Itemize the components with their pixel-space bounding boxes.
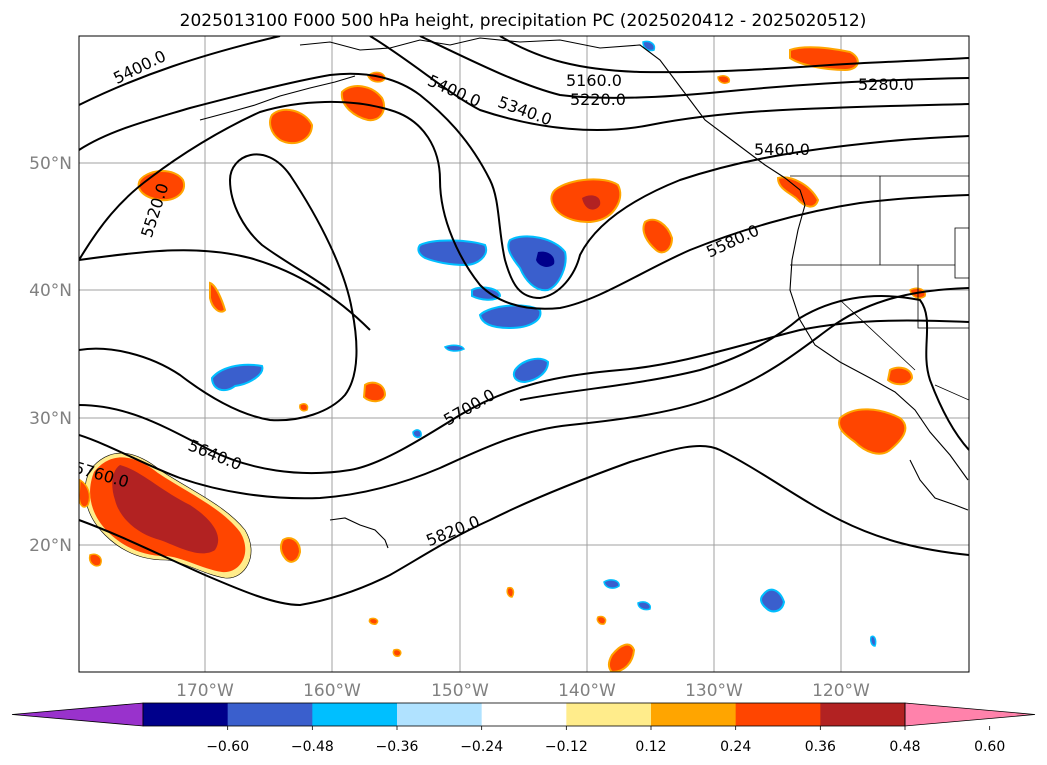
colorbar-segment (566, 703, 652, 726)
contour-line (79, 319, 969, 475)
lat-label-20n: 20°N (29, 536, 72, 556)
contour-label: 5280.0 (858, 75, 914, 94)
precip-blob-negative (478, 304, 542, 330)
contour-line (419, 36, 969, 99)
precip-blob-negative (760, 588, 786, 613)
coast-aleutians (199, 75, 356, 121)
colorbar-segments (11, 702, 1036, 727)
colorbar-segment (143, 703, 229, 726)
contour-line (79, 101, 969, 310)
state-borders (790, 175, 969, 401)
colorbar-tick-label: 0.60 (974, 739, 1005, 755)
colorbar-segment (651, 703, 737, 726)
colorbar-extend-max (904, 702, 1036, 727)
precip-blob-positive (838, 408, 907, 455)
coast-baja (909, 459, 969, 511)
lon-label-130w: 130°W (685, 681, 743, 701)
lon-label-150w: 150°W (431, 681, 489, 701)
colorbar-tick-label: −0.36 (376, 739, 419, 755)
precip-blob-positive (340, 85, 386, 122)
coast-hawaii (329, 517, 389, 549)
contour-line (79, 287, 969, 500)
colorbar-tick-label: −0.12 (545, 739, 588, 755)
precip-anomaly-fills (79, 40, 927, 672)
lat-label-30n: 30°N (29, 409, 72, 429)
precip-blob-negative (642, 40, 656, 52)
colorbar-segment (820, 703, 906, 726)
precip-blob-positive (642, 218, 674, 254)
precip-blob-negative (412, 429, 422, 439)
precip-blob-positive (88, 553, 102, 567)
lat-label-50n: 50°N (29, 154, 72, 174)
precip-blob-positive (269, 108, 314, 145)
precip-blob-positive (608, 643, 636, 672)
precip-blob-positive (776, 176, 820, 208)
map-frame (78, 35, 970, 673)
lat-label-40n: 40°N (29, 281, 72, 301)
precip-blob-negative (603, 579, 620, 589)
precip-blob-negative (637, 601, 652, 611)
colorbar-extend-min (11, 702, 144, 727)
precip-blob-positive (362, 381, 387, 403)
colorbar-tick-label: 0.12 (635, 739, 666, 755)
colorbar-segment (481, 703, 567, 726)
colorbar: −0.60 −0.48 −0.36 −0.24 −0.12 0.12 0.24 0.36 0.4… (11, 702, 1036, 755)
colorbar-tick-label: −0.24 (460, 739, 503, 755)
precip-blob-positive (368, 617, 379, 625)
contour-line (79, 36, 281, 106)
colorbar-tick-label: 0.48 (889, 739, 920, 755)
precip-blob-negative (210, 363, 264, 392)
precip-blob-negative (870, 635, 877, 647)
precip-blob-positive (209, 281, 227, 313)
contour-line (499, 36, 969, 74)
colorbar-tick-label: −0.60 (206, 739, 249, 755)
precip-blob-negative (443, 344, 466, 352)
colorbar-segment (227, 703, 313, 726)
longitude-labels: 170°W 160°W 150°W 140°W 130°W 120°W (176, 681, 870, 701)
map-background (79, 36, 969, 672)
colorbar-tick-label: 0.36 (805, 739, 836, 755)
precip-blob-positive (886, 366, 914, 386)
precip-blob-positive (717, 75, 731, 84)
precip-blob-positive (596, 615, 607, 625)
colorbar-tick-label: 0.24 (720, 739, 751, 755)
contour-line (79, 444, 969, 607)
lon-label-120w: 120°W (812, 681, 870, 701)
contour-line (369, 36, 969, 131)
lon-label-160w: 160°W (303, 681, 361, 701)
precip-blob-negative (512, 357, 550, 384)
colorbar-segment (397, 703, 483, 726)
height-contours (79, 36, 969, 607)
figure-title: 2025013100 F000 500 hPa height, precipit… (180, 11, 867, 31)
contour-line (79, 249, 371, 331)
lon-label-170w: 170°W (176, 681, 234, 701)
contour-line (519, 295, 969, 451)
precip-blob-negative-core (536, 251, 555, 267)
state-borders (954, 227, 969, 279)
precip-blob-positive (279, 537, 302, 563)
precip-blob-positive (506, 586, 515, 598)
colorbar-tick-label: −0.48 (291, 739, 334, 755)
colorbar-ticks: −0.60 −0.48 −0.36 −0.24 −0.12 0.12 0.24 0.36 0.4… (206, 726, 1005, 755)
contour-line (79, 72, 969, 300)
precip-blob-positive (392, 648, 402, 657)
lon-label-140w: 140°W (558, 681, 616, 701)
contour-label: 5460.0 (754, 140, 810, 159)
colorbar-frame (142, 702, 906, 727)
coast-west-us (789, 204, 969, 481)
precip-blob-max (582, 195, 601, 210)
contour-line (79, 153, 358, 422)
latitude-labels: 50°N 40°N 30°N 20°N (29, 154, 72, 556)
precip-blob-positive (299, 403, 309, 412)
colorbar-segment (312, 703, 398, 726)
precip-blob-max (112, 465, 219, 554)
map-panel: 5400.0 5400.0 5340.0 5160.0 5220.0 5280.… (78, 35, 970, 673)
colorbar-segment (735, 703, 821, 726)
contour-label: 5160.0 (566, 71, 622, 90)
contour-label: 5220.0 (570, 90, 626, 109)
precip-blob-negative (507, 235, 567, 292)
